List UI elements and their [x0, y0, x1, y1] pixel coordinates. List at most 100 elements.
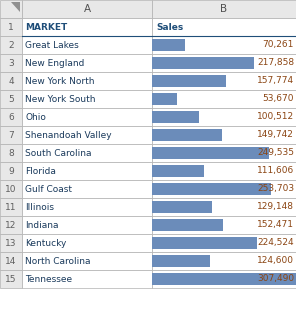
Bar [0, 144, 22, 162]
Text: South Carolina: South Carolina [25, 149, 91, 157]
Text: 129,148: 129,148 [257, 203, 294, 211]
Bar [152, 270, 296, 288]
Bar [152, 75, 226, 87]
Text: 2: 2 [8, 40, 14, 50]
Bar [152, 162, 296, 180]
Text: 4: 4 [8, 76, 14, 86]
Text: 224,524: 224,524 [258, 239, 294, 247]
Text: 307,490: 307,490 [257, 275, 294, 283]
Text: 15: 15 [5, 275, 17, 283]
Text: 217,858: 217,858 [257, 58, 294, 68]
Text: 13: 13 [5, 239, 17, 247]
Bar [152, 180, 296, 198]
Text: Kentucky: Kentucky [25, 239, 66, 247]
Text: 7: 7 [8, 131, 14, 139]
Bar [152, 36, 296, 54]
Text: Indiana: Indiana [25, 221, 59, 229]
Bar [0, 198, 22, 216]
Bar [152, 126, 296, 144]
Bar [152, 198, 296, 216]
Bar [22, 0, 152, 18]
Bar [22, 162, 152, 180]
Text: 6: 6 [8, 112, 14, 121]
Bar [0, 234, 22, 252]
Text: 9: 9 [8, 167, 14, 175]
Text: Sales: Sales [156, 22, 183, 32]
Bar [0, 162, 22, 180]
Bar [152, 201, 213, 213]
Text: 10: 10 [5, 185, 17, 193]
Bar [22, 234, 152, 252]
Bar [152, 234, 296, 252]
Bar [22, 90, 152, 108]
Text: Great Lakes: Great Lakes [25, 40, 79, 50]
Text: 11: 11 [5, 203, 17, 211]
Bar [152, 39, 185, 51]
Bar [22, 126, 152, 144]
Bar [152, 72, 296, 90]
Text: 124,600: 124,600 [257, 257, 294, 265]
Bar [0, 216, 22, 234]
Bar [152, 90, 296, 108]
Bar [0, 126, 22, 144]
Bar [0, 180, 22, 198]
Bar [22, 216, 152, 234]
Bar [22, 180, 152, 198]
Bar [152, 255, 210, 267]
Bar [152, 237, 257, 249]
Bar [22, 18, 152, 36]
Text: New York South: New York South [25, 94, 96, 104]
Text: 8: 8 [8, 149, 14, 157]
Bar [22, 54, 152, 72]
Text: 1: 1 [8, 22, 14, 32]
Text: 100,512: 100,512 [257, 112, 294, 121]
Bar [152, 219, 223, 231]
Text: Florida: Florida [25, 167, 56, 175]
Bar [0, 108, 22, 126]
Bar [152, 252, 296, 270]
Text: New York North: New York North [25, 76, 94, 86]
Bar [152, 183, 271, 195]
Bar [152, 108, 296, 126]
Bar [152, 147, 269, 159]
Bar [152, 144, 296, 162]
Text: 152,471: 152,471 [257, 221, 294, 229]
Text: 149,742: 149,742 [257, 131, 294, 139]
Bar [0, 270, 22, 288]
Bar [152, 216, 296, 234]
Bar [152, 0, 296, 18]
Text: 53,670: 53,670 [263, 94, 294, 104]
Bar [22, 252, 152, 270]
Bar [0, 0, 22, 18]
Polygon shape [11, 2, 20, 12]
Text: 14: 14 [5, 257, 17, 265]
Text: North Carolina: North Carolina [25, 257, 91, 265]
Bar [152, 273, 296, 285]
Bar [152, 93, 177, 105]
Text: Tennessee: Tennessee [25, 275, 72, 283]
Text: Shenandoah Valley: Shenandoah Valley [25, 131, 112, 139]
Bar [0, 36, 22, 54]
Bar [0, 252, 22, 270]
Text: 249,535: 249,535 [257, 149, 294, 157]
Text: A: A [83, 4, 91, 14]
Text: 157,774: 157,774 [257, 76, 294, 86]
Bar [22, 270, 152, 288]
Bar [22, 36, 152, 54]
Bar [152, 57, 254, 69]
Text: 253,703: 253,703 [257, 185, 294, 193]
Bar [0, 90, 22, 108]
Text: MARKET: MARKET [25, 22, 67, 32]
Bar [0, 54, 22, 72]
Text: 5: 5 [8, 94, 14, 104]
Bar [0, 72, 22, 90]
Bar [22, 108, 152, 126]
Text: 111,606: 111,606 [257, 167, 294, 175]
Bar [22, 144, 152, 162]
Text: 3: 3 [8, 58, 14, 68]
Bar [152, 54, 296, 72]
Bar [152, 18, 296, 36]
Text: Gulf Coast: Gulf Coast [25, 185, 72, 193]
Text: New England: New England [25, 58, 84, 68]
Text: 70,261: 70,261 [263, 40, 294, 50]
